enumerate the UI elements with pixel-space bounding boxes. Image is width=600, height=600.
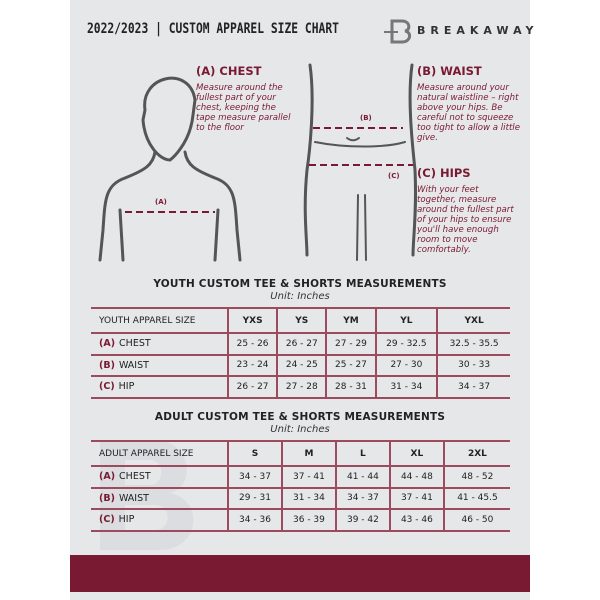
hips-description: With your feet together, measure around … [417,185,514,255]
row-letter: (B) [99,359,115,371]
size-header: M [280,440,336,467]
cell: 34 - 37 [227,465,282,489]
cell: 29 - 31 [227,486,282,510]
size-header: YS [276,307,327,334]
row-letter: (B) [99,492,115,504]
row-label: CHEST [119,471,151,483]
row-letter: (C) [99,514,115,526]
header-label: YOUTH APPAREL SIZE [91,307,228,334]
size-header: S [227,440,282,467]
youth-table-title: YOUTH CUSTOM TEE & SHORTS MEASUREMENTS [153,278,447,290]
table-row: (C) HIP 34 - 36 36 - 39 39 - 42 43 - 46 46 - 5… [91,508,510,532]
adult-table-title: ADULT CUSTOM TEE & SHORTS MEASUREMENTS [154,411,446,423]
cell: 32.5 - 35.5 [436,332,510,356]
body-measurement-illustration [98,63,418,262]
cell: 44 - 48 [388,465,444,489]
size-header: YM [325,307,376,334]
cell: 43 - 46 [388,508,444,532]
size-header: XL [388,440,444,467]
row-letter: (A) [99,338,116,350]
adult-unit: Unit: Inches [270,424,330,435]
waist-heading: (B) WAIST [417,64,482,78]
chest-heading: (A) CHEST [196,64,262,78]
cell: 36 - 39 [280,508,336,532]
table-header-row: ADULT APPAREL SIZE S M L XL 2XL [91,440,510,467]
cell: 39 - 42 [334,508,390,532]
table-row: (C) HIP 26 - 27 27 - 28 28 - 31 31 - 34 34 - 3… [91,375,510,399]
row-label: CHEST [119,338,151,350]
cell: 25 - 27 [325,353,376,377]
row-label: WAIST [118,492,149,504]
cell: 37 - 41 [388,486,444,510]
header-label: ADULT APPAREL SIZE [91,440,228,467]
youth-unit: Unit: Inches [270,291,330,302]
adult-size-table: ADULT APPAREL SIZE S M L XL 2XL (A) CHEST… [91,440,510,532]
waist-description: Measure around your natural waistline – … [417,83,520,143]
cell: 29 - 32.5 [374,332,438,356]
table-header-row: YOUTH APPAREL SIZE YXS YS YM YL YXL [91,307,510,334]
size-header: YXL [436,307,510,334]
row-label: HIP [118,381,135,393]
page-title: 2022/2023 | CUSTOM APPAREL SIZE CHART [87,21,339,37]
table-row: (A) CHEST 25 - 26 26 - 27 27 - 29 29 - 32.5 32… [91,332,510,356]
breakaway-logo-icon [384,19,411,44]
table-row: (A) CHEST 34 - 37 37 - 41 41 - 44 44 - 48 48 -… [91,465,510,489]
cell: 34 - 36 [227,508,282,532]
hips-heading: (C) HIPS [417,166,471,180]
cell: 46 - 50 [442,508,510,532]
cell: 25 - 26 [226,332,278,356]
cell: 28 - 31 [325,375,376,399]
cell: 24 - 25 [276,353,327,377]
size-header: 2XL [442,440,510,467]
table-row: (B) WAIST 29 - 31 31 - 34 34 - 37 37 - 41 41 -… [91,486,510,510]
waist-marker: (B) [360,114,372,122]
cell: 41 - 45.5 [442,486,510,510]
cell: 31 - 34 [374,375,438,399]
cell: 41 - 44 [334,465,390,489]
cell: 48 - 52 [442,465,510,489]
chest-marker: (A) [155,198,167,206]
cell: 31 - 34 [280,486,336,510]
cell: 27 - 28 [276,375,327,399]
cell: 34 - 37 [334,486,390,510]
chest-description: Measure around the fullest part of your … [196,83,291,133]
cell: 27 - 30 [374,353,438,377]
brand-name: BREAKAWAY [417,24,539,37]
cell: 34 - 37 [436,375,510,399]
hips-marker: (C) [388,172,400,180]
cell: 27 - 29 [325,332,376,356]
row-letter: (A) [99,471,116,483]
cell: 37 - 41 [280,465,336,489]
footer-bar [70,555,530,592]
row-label: WAIST [118,359,149,371]
cell: 26 - 27 [276,332,327,356]
size-header: L [334,440,390,467]
table-row: (B) WAIST 23 - 24 24 - 25 25 - 27 27 - 30 30 -… [91,353,510,377]
row-label: HIP [118,514,135,526]
cell: 26 - 27 [226,375,278,399]
cell: 23 - 24 [226,353,278,377]
row-letter: (C) [99,381,115,393]
size-header: YL [374,307,438,334]
youth-size-table: YOUTH APPAREL SIZE YXS YS YM YL YXL (A) C… [91,307,510,399]
size-header: YXS [226,307,278,334]
cell: 30 - 33 [436,353,510,377]
